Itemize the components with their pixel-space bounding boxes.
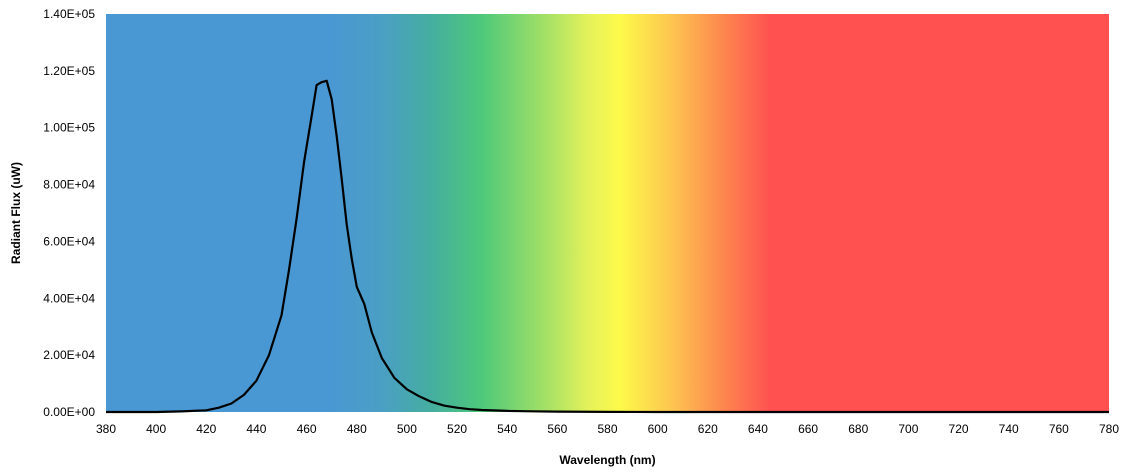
x-tick-label: 780 [1099, 422, 1119, 436]
y-tick-label: 2.00E+04 [43, 348, 95, 362]
x-tick-label: 660 [798, 422, 818, 436]
x-tick-label: 720 [949, 422, 969, 436]
y-tick-label: 1.00E+05 [43, 121, 95, 135]
x-tick-label: 480 [347, 422, 367, 436]
x-tick-label: 540 [497, 422, 517, 436]
x-axis-ticks: 380 400 420 440 460 480 500 520 540 560 580 600 620 6… [96, 422, 1119, 436]
x-tick-label: 760 [1049, 422, 1069, 436]
x-tick-label: 700 [898, 422, 918, 436]
y-tick-label: 6.00E+04 [43, 234, 95, 248]
x-tick-label: 560 [547, 422, 567, 436]
x-tick-label: 420 [196, 422, 216, 436]
x-tick-label: 520 [447, 422, 467, 436]
x-tick-label: 380 [96, 422, 116, 436]
x-tick-label: 600 [648, 422, 668, 436]
x-tick-label: 620 [698, 422, 718, 436]
y-tick-label: 1.40E+05 [43, 7, 95, 21]
x-axis-title: Wavelength (nm) [559, 453, 655, 467]
x-tick-label: 440 [246, 422, 266, 436]
x-tick-label: 640 [748, 422, 768, 436]
y-tick-label: 0.00E+00 [43, 405, 95, 419]
y-tick-label: 4.00E+04 [43, 291, 95, 305]
y-axis-ticks: 0.00E+00 2.00E+04 4.00E+04 6.00E+04 8.00E+04… [43, 7, 95, 419]
x-tick-label: 740 [999, 422, 1019, 436]
spectrum-background [106, 14, 1109, 412]
x-tick-label: 400 [146, 422, 166, 436]
y-tick-label: 1.20E+05 [43, 64, 95, 78]
x-tick-label: 500 [397, 422, 417, 436]
y-tick-label: 8.00E+04 [43, 178, 95, 192]
x-tick-label: 580 [597, 422, 617, 436]
x-tick-label: 680 [848, 422, 868, 436]
y-axis-title: Radiant Flux (uW) [9, 162, 23, 264]
radiant-flux-line [106, 79, 1109, 414]
x-tick-label: 460 [297, 422, 317, 436]
